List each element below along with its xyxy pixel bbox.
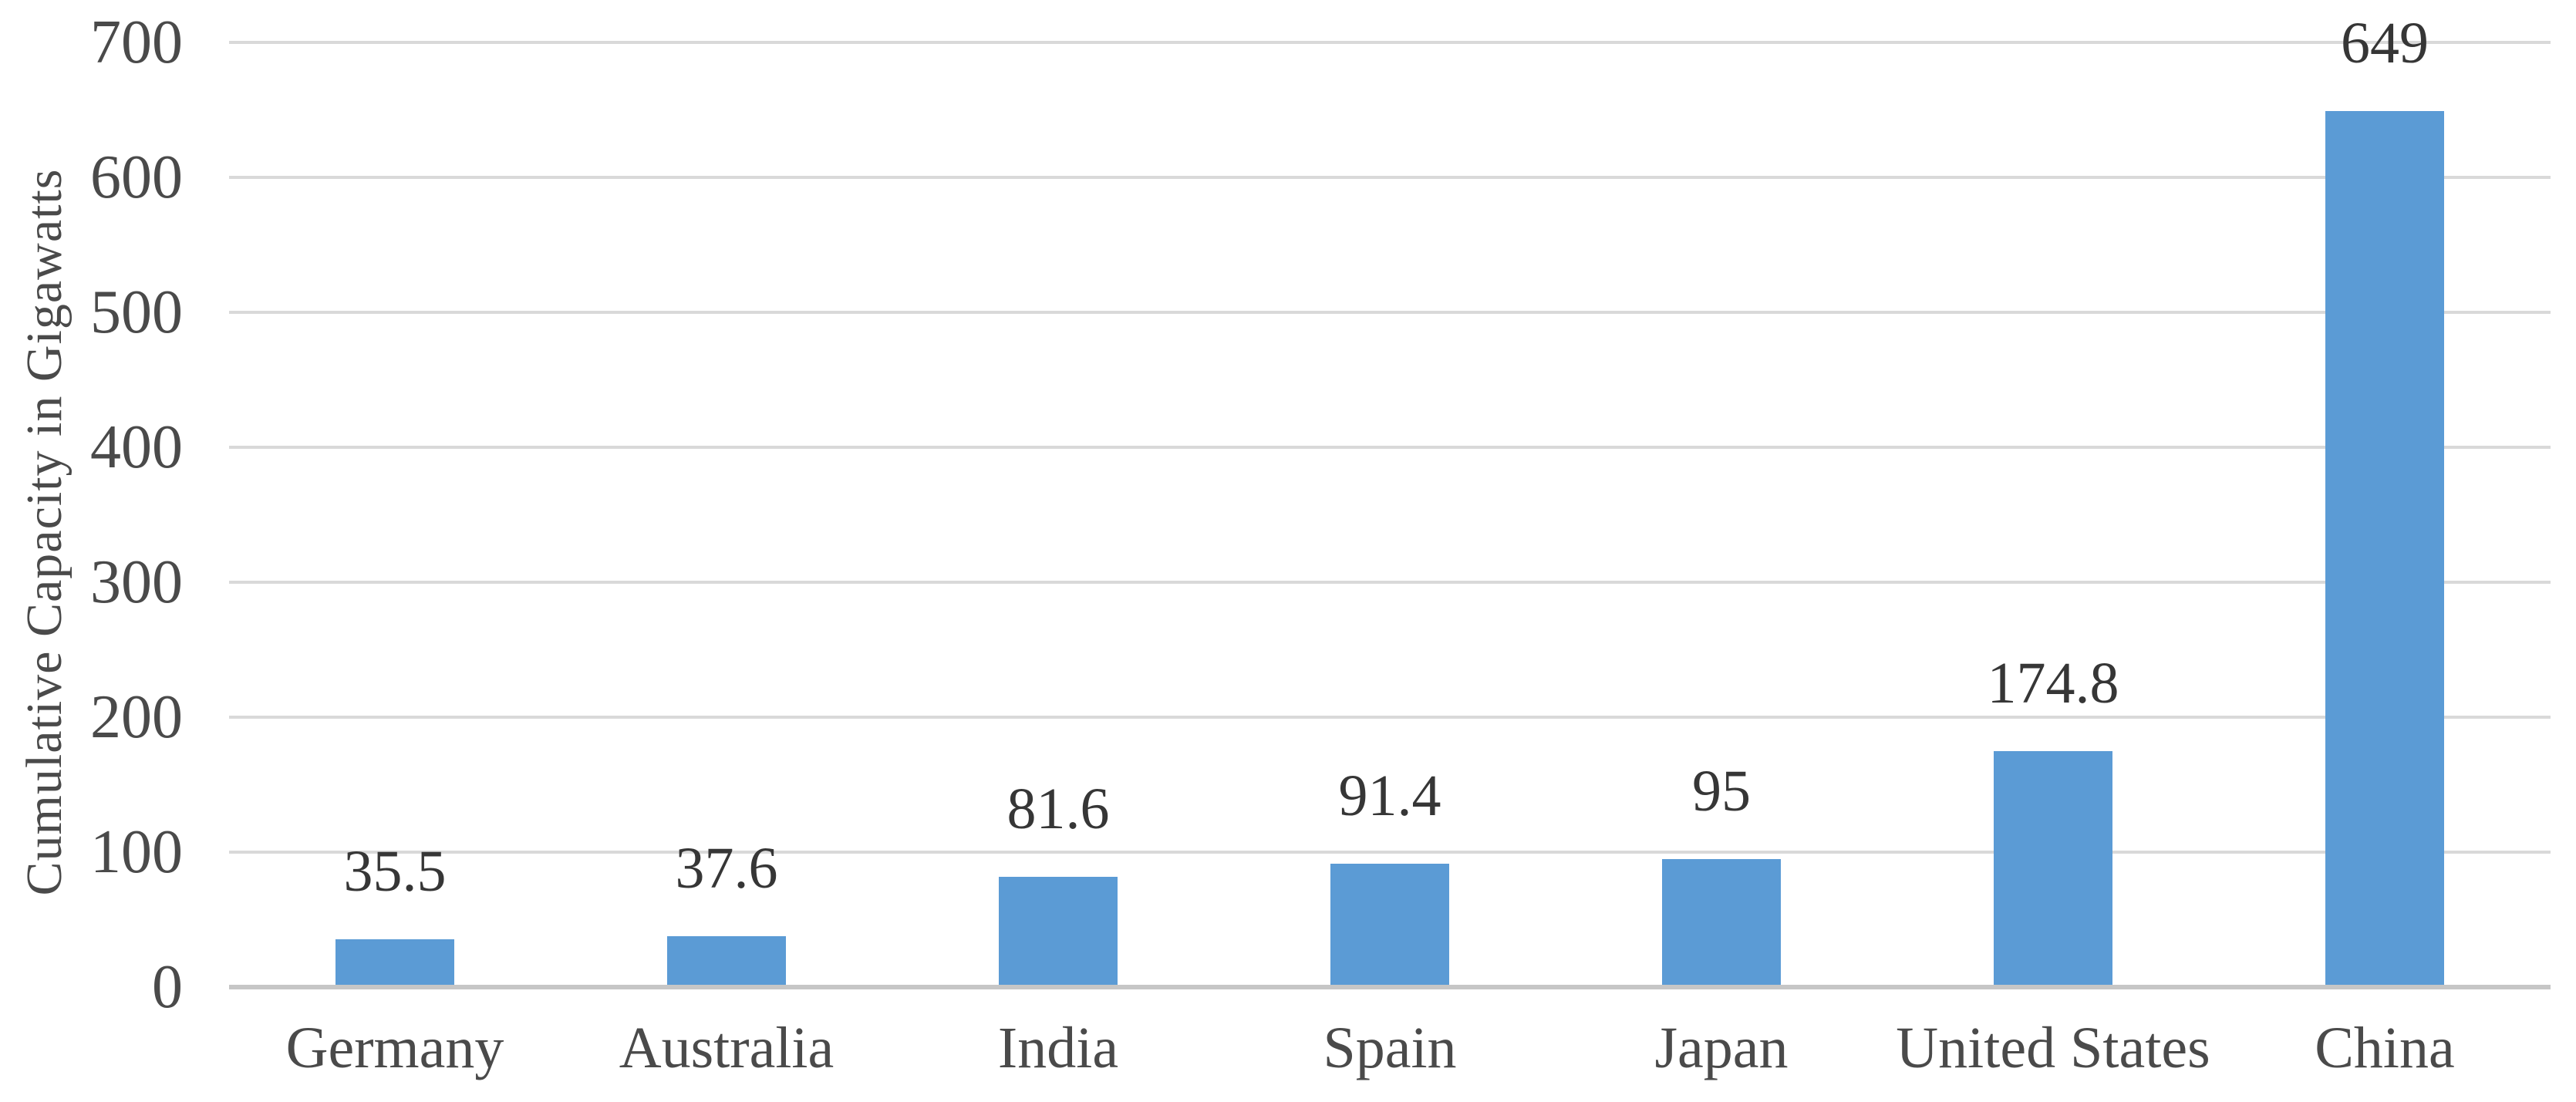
bar-slot-spain: 91.4 <box>1224 42 1556 987</box>
y-tick-label-400: 400 <box>90 413 183 481</box>
bar-china <box>2325 111 2445 987</box>
x-label-spain: Spain <box>1323 1016 1457 1080</box>
bar-australia <box>666 936 787 987</box>
bars-layer: 35.5 37.6 81.6 91.4 95 174.8 649 <box>229 14 2551 987</box>
bar-germany <box>335 939 455 987</box>
value-label-china: 649 <box>2341 11 2429 76</box>
y-tick-label-200: 200 <box>90 683 183 751</box>
plot-area: 35.5 37.6 81.6 91.4 95 174.8 649 <box>229 14 2551 989</box>
x-label-australia: Australia <box>619 1016 835 1080</box>
gridline-600 <box>229 176 2551 179</box>
x-label-china: China <box>2315 1016 2455 1080</box>
value-label-united-states: 174.8 <box>1987 651 2119 716</box>
value-label-japan: 95 <box>1692 758 1751 824</box>
x-label-united-states: United States <box>1896 1016 2210 1080</box>
y-tick-label-500: 500 <box>90 278 183 346</box>
x-axis-line <box>229 985 2551 989</box>
value-label-germany: 35.5 <box>343 838 447 904</box>
x-label-japan: Japan <box>1654 1016 1789 1080</box>
value-label-australia: 37.6 <box>675 836 778 901</box>
x-label-india: India <box>997 1016 1119 1080</box>
y-tick-label-100: 100 <box>90 818 183 886</box>
y-tick-label-600: 600 <box>90 143 183 211</box>
gridline-100 <box>229 851 2551 854</box>
y-tick-label-700: 700 <box>90 8 183 76</box>
bar-slot-germany: 35.5 <box>229 42 561 987</box>
gridline-500 <box>229 311 2551 314</box>
bar-slot-japan: 95 <box>1556 42 1887 987</box>
value-label-india: 81.6 <box>1006 777 1110 842</box>
bar-slot-australia: 37.6 <box>561 42 892 987</box>
y-tick-label-0: 0 <box>152 953 183 1021</box>
bar-slot-china: 649 <box>2219 14 2551 987</box>
gridline-400 <box>229 446 2551 449</box>
gridline-300 <box>229 581 2551 584</box>
gridline-700 <box>229 41 2551 44</box>
bar-slot-india: 81.6 <box>892 42 1224 987</box>
bar-slot-united-states: 174.8 <box>1887 42 2219 987</box>
x-label-germany: Germany <box>285 1016 504 1080</box>
value-label-spain: 91.4 <box>1338 763 1441 829</box>
bar-united-states <box>1993 751 2113 987</box>
bar-india <box>998 877 1118 987</box>
y-axis-tick-labels: 0 100 200 300 400 500 600 700 <box>0 12 183 1018</box>
y-tick-label-300: 300 <box>90 548 183 616</box>
gridline-200 <box>229 716 2551 719</box>
x-axis-category-labels: Germany Australia India Spain Japan United St… <box>229 1016 2551 1081</box>
bar-spain <box>1330 864 1450 987</box>
bar-japan <box>1661 858 1782 987</box>
